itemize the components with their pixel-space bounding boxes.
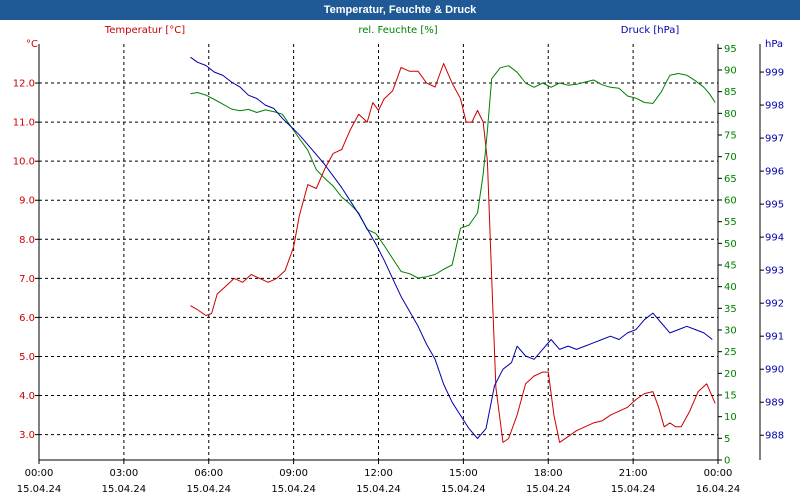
x-tick-label-date: 16.04.24 [696,484,741,495]
y-pressure-tick-label: 992 [765,299,784,310]
x-tick-label-time: 00:00 [25,468,54,479]
y-humidity-tick-label: 30 [724,326,737,337]
y-humidity-tick-label: 95 [724,44,737,55]
y-humidity-tick-label: 75 [724,131,737,142]
x-tick-label-date: 15.04.24 [186,484,231,495]
y-pressure-tick-label: 995 [765,200,784,211]
y-humidity-tick-label: 70 [724,152,737,163]
x-tick-label-time: 12:00 [364,468,393,479]
x-tick-label-date: 15.04.24 [17,484,62,495]
y-left-tick-label: 3.0 [19,430,35,441]
x-tick-label-date: 15.04.24 [356,484,401,495]
y-pressure-tick-label: 994 [765,233,784,244]
chart-title: Temperatur, Feuchte & Druck [0,0,800,20]
y-humidity-tick-label: 85 [724,87,737,98]
x-tick-label-time: 09:00 [279,468,308,479]
axis-labels: 00:00 15.04.24 03:00 15.04.24 06:00 15.04.24 0… [13,25,784,495]
axes [35,44,764,464]
x-tick-label-date: 15.04.24 [102,484,147,495]
x-tick-label-time: 21:00 [619,468,648,479]
y-left-tick-label: 5.0 [19,352,35,363]
x-tick-label-time: 18:00 [534,468,563,479]
chart-area: 00:00 15.04.24 03:00 15.04.24 06:00 15.04.24 0… [0,20,800,500]
y-pressure-tick-label: 998 [765,101,784,112]
y-pressure-tick-label: 996 [765,167,784,178]
y-humidity-tick-label: 25 [724,347,737,358]
humidity-series-line [190,65,716,279]
humidity-axis-title: rel. Feuchte [%] [358,25,437,36]
y-humidity-tick-label: 35 [724,304,737,315]
y-left-tick-label: 11.0 [13,118,35,129]
y-left-tick-label: 7.0 [19,274,35,285]
temperature-axis-title: Temperatur [°C] [104,25,185,36]
y-left-tick-label: 4.0 [19,391,35,402]
y-humidity-tick-label: 60 [724,196,737,207]
y-left-tick-label: 10.0 [13,157,35,168]
y-pressure-tick-label: 997 [765,134,784,145]
pressure-unit-label: hPa [765,39,783,50]
temperature-unit-label: °C [26,39,38,50]
x-tick-label-time: 03:00 [109,468,138,479]
y-humidity-tick-label: 40 [724,282,737,293]
chart-background [0,20,800,500]
y-pressure-tick-label: 988 [765,431,784,442]
y-humidity-tick-label: 20 [724,369,737,380]
x-tick-label-time: 06:00 [194,468,223,479]
pressure-series-line [190,56,713,439]
x-tick-label-time: 15:00 [449,468,478,479]
y-humidity-tick-label: 65 [724,174,737,185]
temperature-series-line [190,63,716,443]
x-tick-label-date: 15.04.24 [441,484,486,495]
y-humidity-tick-label: 0 [724,456,730,467]
y-humidity-tick-label: 15 [724,391,737,402]
y-humidity-tick-label: 5 [724,434,730,445]
y-humidity-tick-label: 80 [724,109,737,120]
y-humidity-tick-label: 45 [724,261,737,272]
grid [39,44,718,460]
x-tick-label-date: 15.04.24 [611,484,656,495]
y-left-tick-label: 6.0 [19,313,35,324]
series [190,56,716,443]
y-humidity-tick-label: 10 [724,412,737,423]
y-humidity-tick-label: 50 [724,239,737,250]
y-pressure-tick-label: 999 [765,68,784,79]
x-tick-label-time: 00:00 [704,468,733,479]
y-humidity-tick-label: 55 [724,217,737,228]
y-left-tick-label: 9.0 [19,196,35,207]
y-pressure-tick-label: 991 [765,332,784,343]
y-left-tick-label: 12.0 [13,79,35,90]
y-pressure-tick-label: 989 [765,398,784,409]
y-pressure-tick-label: 993 [765,266,784,277]
x-tick-label-date: 15.04.24 [271,484,316,495]
y-humidity-tick-label: 90 [724,66,737,77]
y-pressure-tick-label: 990 [765,365,784,376]
pressure-axis-title: Druck [hPa] [621,25,680,36]
y-left-tick-label: 8.0 [19,235,35,246]
x-tick-label-date: 15.04.24 [526,484,571,495]
